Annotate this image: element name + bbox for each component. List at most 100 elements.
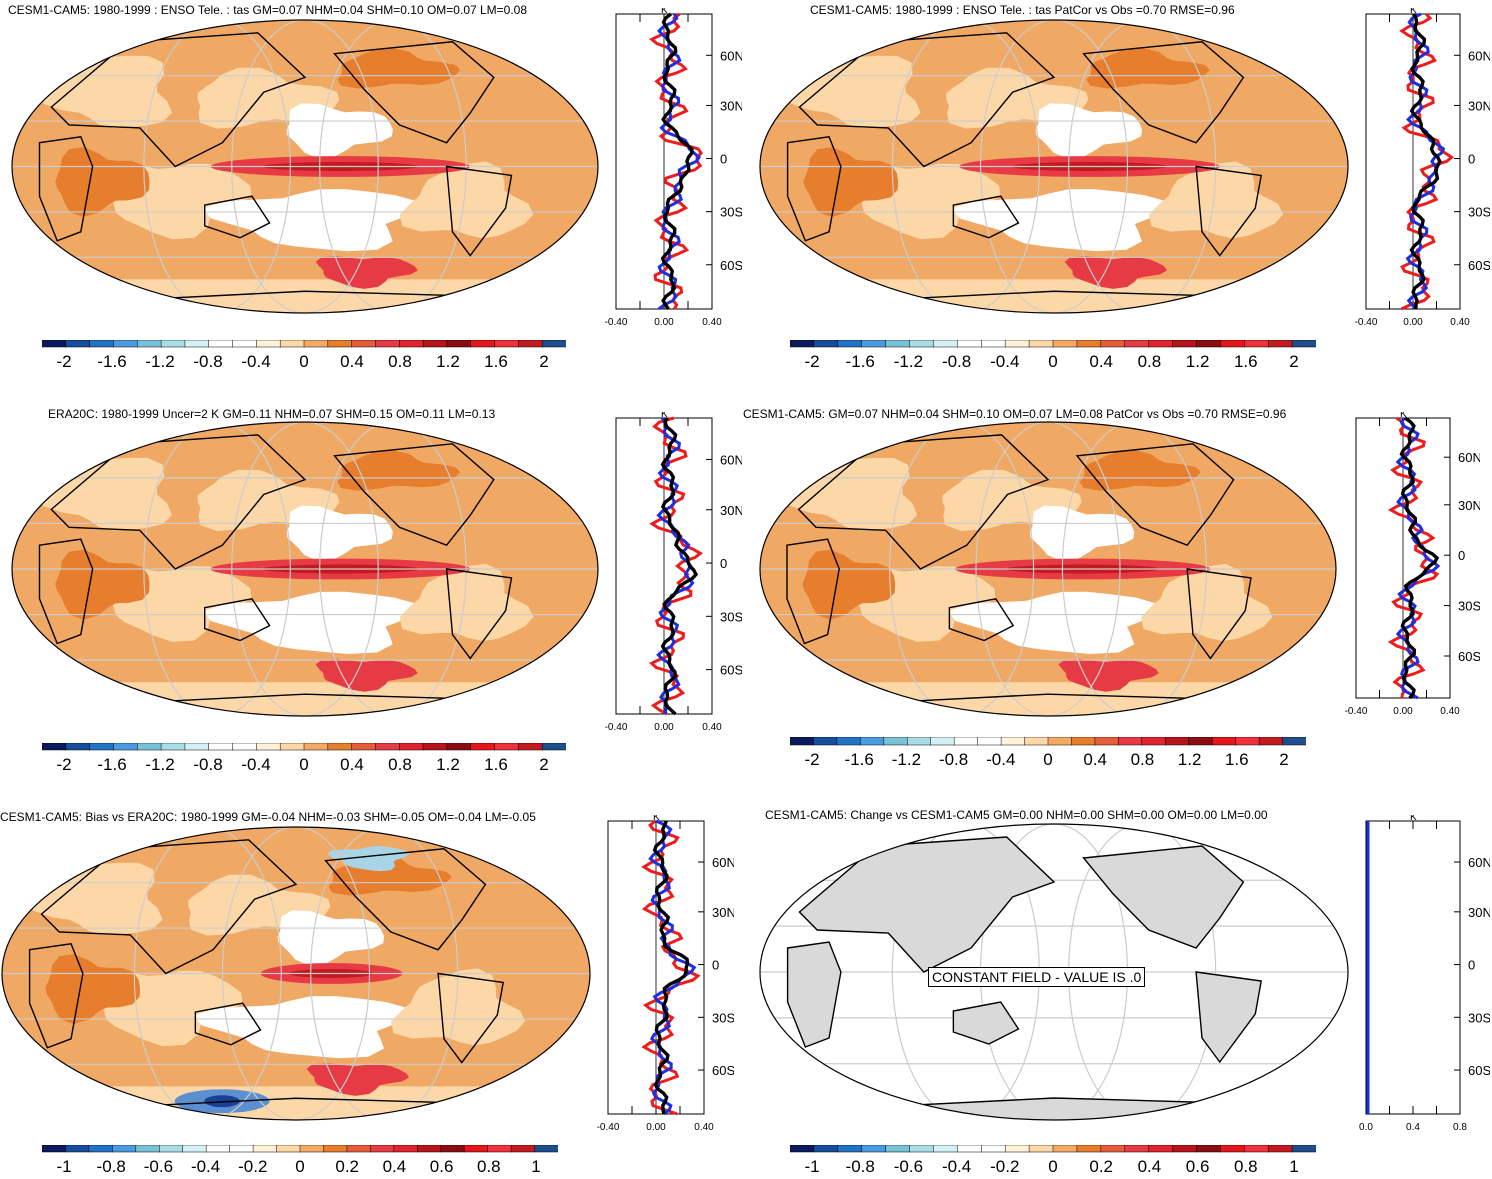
colorbar-swatch — [42, 340, 67, 348]
colorbar-swatch — [790, 737, 815, 746]
colorbar-label: 2 — [539, 352, 549, 371]
zonal-lat-label: 60S — [712, 1063, 734, 1078]
colorbar-swatch — [790, 340, 815, 348]
colorbar — [42, 1145, 558, 1153]
zonal-lat-label: 60S — [1468, 1063, 1490, 1078]
colorbar-swatch — [518, 743, 543, 751]
colorbar-label: -1.6 — [844, 750, 874, 769]
colorbar-swatch — [89, 743, 115, 751]
zonal-unit: K — [1410, 815, 1417, 823]
colorbar-swatch — [1282, 737, 1306, 746]
colorbar-label: -2 — [56, 755, 72, 774]
zonal-line — [652, 820, 690, 1115]
colorbar-swatch — [446, 340, 472, 348]
zonal-line — [1395, 417, 1441, 700]
colorbar-swatch — [137, 340, 162, 348]
colorbar-swatch — [1052, 1145, 1078, 1153]
colorbar-label: 0.4 — [1137, 1157, 1162, 1176]
zonal-lat-label: 0 — [1458, 548, 1465, 563]
panel-title: CESM1-CAM5: 1980-1999 : ENSO Tele. : tas… — [810, 3, 1235, 17]
colorbar-label: -1.2 — [145, 352, 175, 371]
zonal-lat-label: 60N — [720, 48, 742, 63]
colorbar-swatch — [510, 1145, 536, 1153]
colorbar-swatch — [1267, 1145, 1293, 1153]
zonal-lat-label: 30N — [1458, 498, 1480, 513]
colorbar-swatch — [112, 1145, 137, 1153]
colorbar-swatch — [89, 340, 115, 348]
zonal-lat-label: 30N — [720, 98, 742, 113]
colorbar-label: 0.8 — [388, 755, 412, 774]
colorbar-swatch — [417, 1145, 442, 1153]
zonal-lat-label: 30N — [720, 503, 742, 518]
colorbar-swatch — [933, 1145, 959, 1153]
colorbar-swatch — [1291, 340, 1316, 348]
colorbar-label: 1 — [531, 1157, 541, 1176]
colorbar-label: 0 — [299, 352, 309, 371]
colorbar-swatch — [113, 340, 139, 348]
colorbar-label: 0 — [1048, 1157, 1058, 1176]
colorbar-swatch — [518, 340, 543, 348]
colorbar-swatch — [299, 1145, 325, 1153]
zonal-lat-label: 0 — [1468, 958, 1475, 973]
colorbar-swatch — [837, 340, 863, 348]
colorbar-label: -0.4 — [986, 750, 1016, 769]
colorbar-label: 1.6 — [484, 755, 508, 774]
colorbar-swatch — [393, 1145, 419, 1153]
colorbar-label: -0.2 — [238, 1157, 268, 1176]
colorbar-swatch — [1000, 737, 1026, 746]
zonal-lat-label: 60N — [1458, 450, 1480, 465]
colorbar-swatch — [160, 743, 186, 751]
zonal-lat-label: 60N — [720, 452, 742, 467]
colorbar-swatch — [1100, 340, 1126, 348]
map-plot — [11, 19, 599, 314]
colorbar-label: 0.8 — [388, 352, 412, 371]
zonal-lat-label: 30S — [712, 1010, 734, 1025]
colorbar-swatch — [351, 743, 377, 751]
colorbar-label: -0.8 — [941, 352, 972, 371]
colorbar-swatch — [1141, 737, 1167, 746]
colorbar-label: -2 — [804, 750, 820, 769]
zonal-unit: K — [1400, 412, 1407, 420]
colorbar-swatch — [1188, 737, 1213, 746]
colorbar-label: 0.4 — [340, 755, 364, 774]
colorbar-swatch — [1211, 737, 1237, 746]
colorbar-swatch — [351, 340, 377, 348]
colorbar-swatch — [1148, 1145, 1174, 1153]
zonal-x-label: 0.40 — [694, 1122, 714, 1133]
map-field — [760, 20, 1348, 313]
zonal-lat-label: 60N — [1468, 855, 1490, 870]
colorbar-label: 0.4 — [340, 352, 364, 371]
colorbar-swatch — [323, 1145, 348, 1153]
zonal-lat-label: 30S — [1468, 205, 1490, 220]
colorbar-swatch — [1148, 340, 1174, 348]
colorbar-swatch — [836, 737, 862, 746]
zonal-lat-label: 60S — [720, 258, 742, 273]
colorbar-label: -0.8 — [845, 1157, 875, 1176]
colorbar-label: -0.8 — [193, 352, 223, 371]
colorbar-label: 0 — [295, 1157, 305, 1176]
colorbar-swatch — [1028, 340, 1054, 348]
colorbar-swatch — [1124, 1145, 1150, 1153]
colorbar-swatch — [909, 340, 935, 348]
zonal-x-label: 0.40 — [1440, 706, 1460, 717]
colorbar-label: 0.2 — [335, 1157, 360, 1176]
colorbar — [42, 743, 566, 751]
colorbar-swatch — [1028, 1145, 1054, 1153]
colorbar-swatch — [541, 340, 566, 348]
zonal-unit: K — [1410, 8, 1417, 16]
colorbar-swatch — [208, 340, 234, 348]
colorbar-swatch — [232, 743, 258, 751]
colorbar-swatch — [440, 1145, 465, 1153]
colorbar-label: 2 — [1279, 750, 1289, 769]
colorbar-label: -1.2 — [893, 352, 924, 371]
colorbar-label: -0.6 — [893, 1157, 924, 1176]
colorbar-swatch — [981, 1145, 1006, 1153]
zonal-lat-label: 0 — [720, 152, 727, 167]
zonal-lat-label: 30S — [720, 609, 742, 624]
colorbar-swatch — [1220, 340, 1246, 348]
colorbar-swatch — [977, 737, 1002, 746]
colorbar-label: 1.6 — [484, 352, 508, 371]
colorbar-label: -2 — [56, 352, 72, 371]
colorbar-label: 0.8 — [1233, 1157, 1258, 1176]
zonal-line — [1399, 416, 1440, 700]
